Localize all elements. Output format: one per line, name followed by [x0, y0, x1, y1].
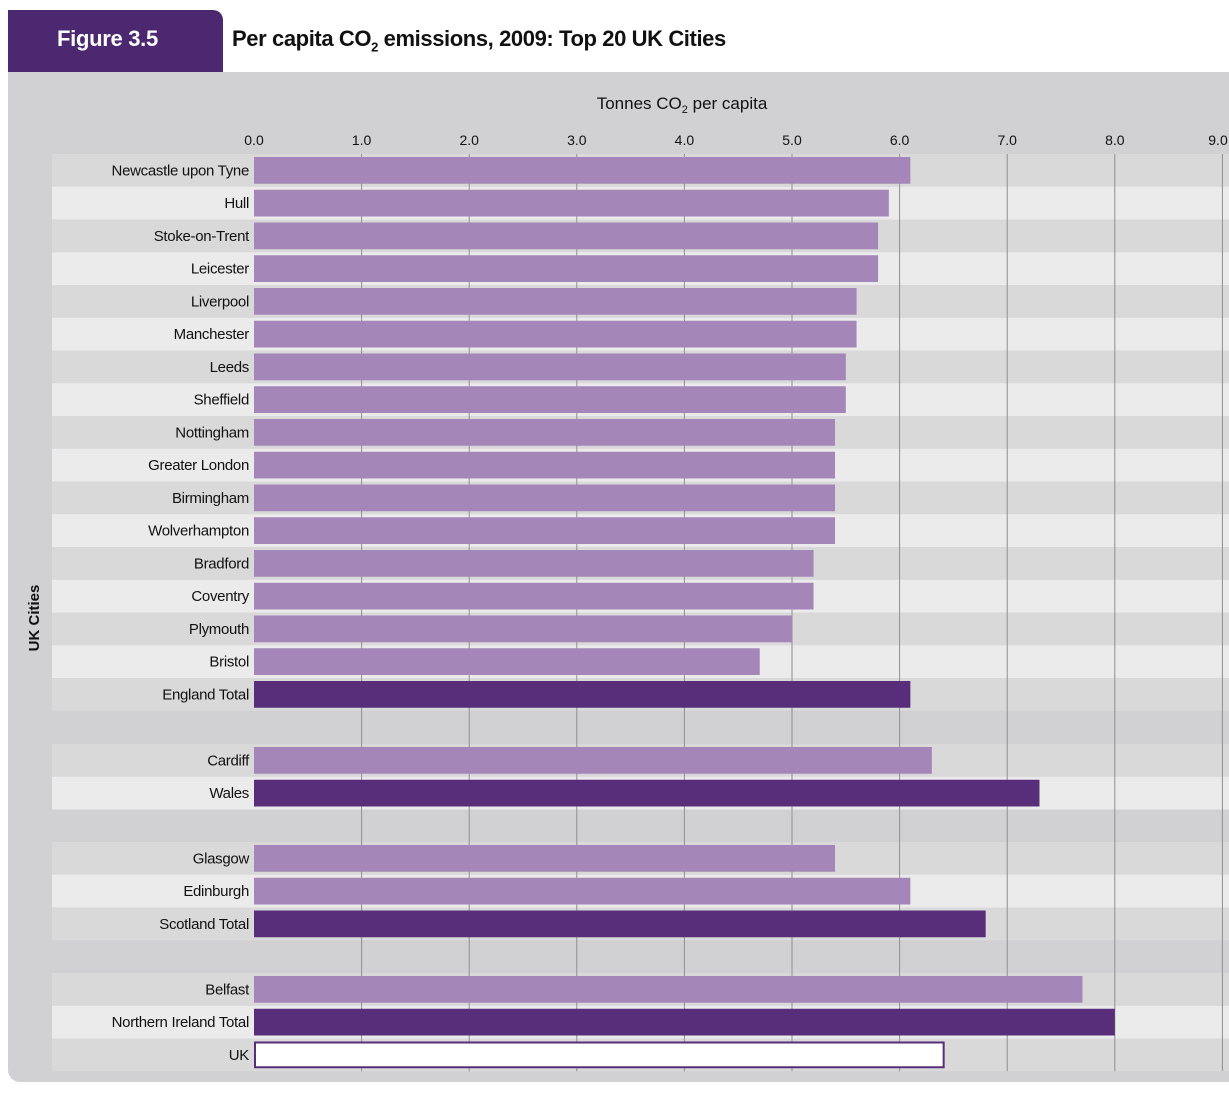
- bar: [254, 419, 836, 446]
- category-label: Leicester: [191, 261, 249, 278]
- bar: [254, 582, 814, 610]
- category-label: Bristol: [209, 654, 249, 671]
- category-label: Leeds: [210, 359, 249, 376]
- x-axis-title-main: Tonnes CO: [597, 94, 682, 113]
- bar: [254, 189, 889, 217]
- category-label: UK: [229, 1047, 250, 1064]
- bar: [254, 320, 857, 348]
- category-label: Hull: [224, 195, 249, 212]
- x-tick-label: 0.0: [244, 132, 264, 148]
- category-label: Greater London: [148, 457, 249, 474]
- bar: [254, 845, 836, 872]
- bar: [254, 222, 879, 250]
- title-rest: emissions, 2009: Top 20 UK Cities: [377, 26, 727, 51]
- chart: Tonnes CO2 per capita 0.0 1.0 2.0 3.0 4.0 5.0 6…: [26, 94, 1229, 1072]
- bar: [254, 1041, 945, 1069]
- category-label: Plymouth: [189, 621, 249, 638]
- title-subscript: 2: [371, 39, 378, 55]
- category-label: Cardiff: [207, 752, 250, 769]
- x-tick-label: 4.0: [675, 132, 695, 148]
- figure-title: Per capita CO2 emissions, 2009: Top 20 U…: [232, 26, 726, 54]
- category-label: Belfast: [205, 981, 250, 998]
- x-tick-label: 2.0: [459, 132, 479, 148]
- bar: [254, 615, 792, 643]
- bar: [254, 451, 836, 479]
- y-axis-title: UK Cities: [26, 585, 43, 652]
- x-tick-label: 3.0: [567, 132, 587, 148]
- category-label: Glasgow: [193, 850, 250, 867]
- category-label: Manchester: [174, 326, 250, 343]
- category-label: Birmingham: [172, 490, 249, 507]
- category-label: England Total: [162, 686, 249, 703]
- x-tick-label: 8.0: [1105, 132, 1125, 148]
- bar: [254, 779, 1040, 807]
- bar: [254, 681, 911, 708]
- title-main: Per capita CO: [232, 26, 372, 51]
- x-tick-label: 7.0: [997, 132, 1017, 148]
- bar: [254, 910, 986, 938]
- bar: [254, 484, 836, 512]
- category-label: Newcastle upon Tyne: [112, 162, 249, 179]
- x-tick-label: 5.0: [782, 132, 802, 148]
- category-label: Nottingham: [175, 424, 249, 441]
- bar: [254, 288, 857, 315]
- bar: [254, 747, 932, 774]
- x-axis-title: Tonnes CO2 per capita: [597, 94, 768, 116]
- bar: [254, 550, 814, 577]
- figure-label: Figure 3.5: [57, 26, 158, 51]
- chart-panel: Tonnes CO2 per capita 0.0 1.0 2.0 3.0 4.0 5.0 6…: [8, 72, 1229, 1082]
- bar: [254, 386, 846, 413]
- bar: [254, 877, 911, 905]
- category-label: Northern Ireland Total: [112, 1014, 249, 1031]
- figure-tab: [8, 10, 223, 72]
- bar: [254, 976, 1083, 1003]
- category-label: Wolverhampton: [148, 523, 249, 540]
- category-label: Edinburgh: [183, 883, 249, 900]
- x-axis-title-subscript: 2: [682, 104, 688, 116]
- x-tick-label: 6.0: [890, 132, 910, 148]
- x-tick-label: 9.0: [1208, 132, 1228, 148]
- category-label: Sheffield: [194, 392, 249, 409]
- category-label: Bradford: [194, 555, 249, 572]
- bar: [254, 255, 879, 282]
- x-axis-title-rest: per capita: [688, 94, 768, 113]
- bar: [254, 648, 760, 675]
- bar: [254, 517, 836, 544]
- category-label: Coventry: [191, 588, 249, 605]
- bar: [254, 157, 911, 184]
- category-label: Scotland Total: [159, 916, 249, 933]
- bar: [254, 1008, 1115, 1036]
- category-label: Wales: [209, 785, 249, 802]
- category-label: Liverpool: [191, 293, 249, 310]
- category-label: Stoke-on-Trent: [154, 228, 250, 245]
- x-tick-label: 1.0: [352, 132, 372, 148]
- bar: [254, 353, 846, 381]
